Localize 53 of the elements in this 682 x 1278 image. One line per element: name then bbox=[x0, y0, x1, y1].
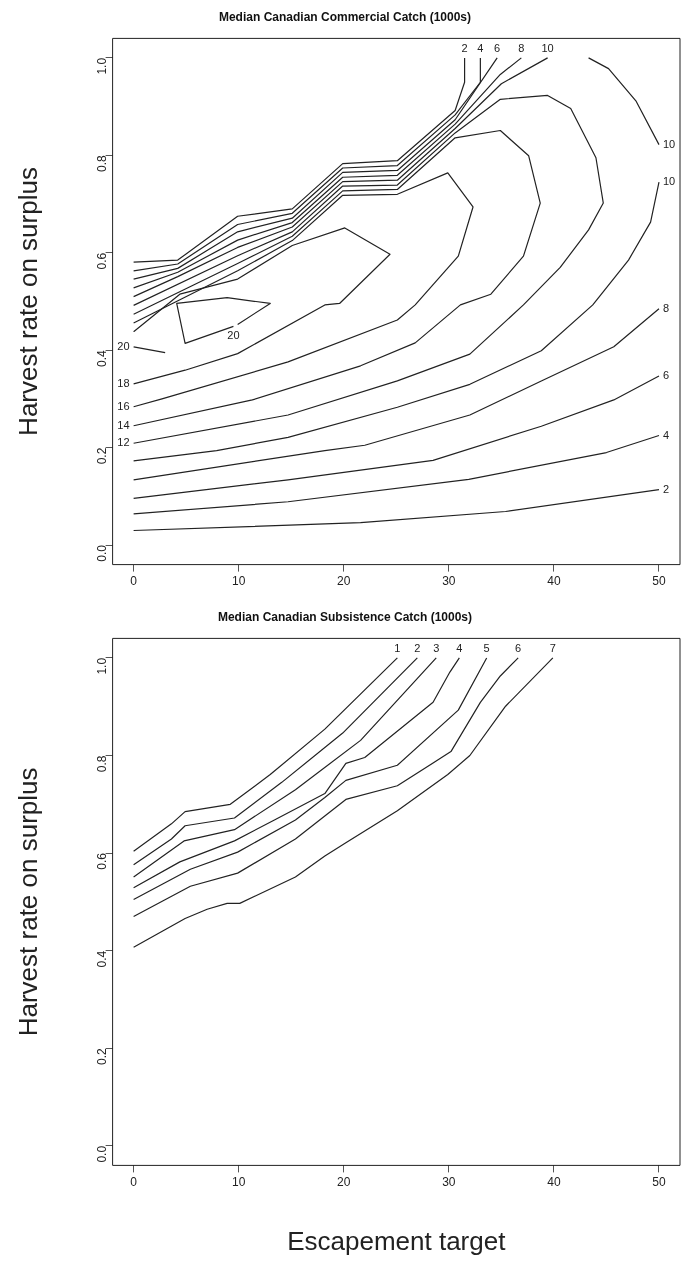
x-tick-label: 40 bbox=[547, 574, 561, 589]
series-label: 20 bbox=[117, 339, 130, 352]
x-tick-label: 50 bbox=[652, 1174, 666, 1189]
series-label: 16 bbox=[117, 399, 130, 412]
y-tick-label: 0.2 bbox=[94, 447, 109, 465]
y-tick-label: 0.0 bbox=[94, 544, 109, 562]
y-tick-label: 0.8 bbox=[94, 755, 109, 773]
y-tick-label: 0.8 bbox=[94, 155, 109, 173]
text: 6 bbox=[494, 41, 501, 54]
series-label: 8 bbox=[662, 301, 670, 314]
y-tick-label: 0.2 bbox=[94, 1047, 109, 1065]
text: 4 bbox=[477, 41, 484, 54]
x-axis-title: Escapement target bbox=[287, 1225, 507, 1256]
text: 10 bbox=[662, 175, 676, 188]
text: 2 bbox=[461, 41, 468, 54]
series-label: 4 bbox=[662, 428, 670, 441]
y-tick-label: 0.4 bbox=[94, 349, 109, 367]
chart-title: Median Canadian Subsistence Catch (1000s) bbox=[217, 609, 473, 624]
y-axis-title: Harvest rate on surplus bbox=[12, 767, 43, 1037]
x-tick-label: 0 bbox=[130, 1174, 138, 1189]
x-tick-label: 40 bbox=[547, 1174, 561, 1189]
x-tick-label: 10 bbox=[232, 574, 246, 589]
series-label: 7 bbox=[549, 641, 556, 654]
x-tick-label: 0 bbox=[130, 574, 138, 589]
series-label: 14 bbox=[117, 418, 130, 431]
series-label: 3 bbox=[433, 641, 440, 654]
series-label: 4 bbox=[456, 641, 463, 654]
x-tick-label: 20 bbox=[337, 1174, 351, 1189]
x-tick-label: 10 bbox=[232, 1174, 246, 1189]
series-label: 6 bbox=[515, 641, 522, 654]
series-label: 2 bbox=[662, 482, 670, 495]
series-label: 18 bbox=[117, 376, 130, 389]
text: 8 bbox=[518, 41, 525, 54]
series-label: 2 bbox=[414, 641, 421, 654]
text: 10 bbox=[541, 41, 554, 54]
y-tick-label: 0.6 bbox=[94, 852, 109, 870]
series-label: 1 bbox=[394, 641, 401, 654]
x-tick-label: 50 bbox=[652, 574, 666, 589]
x-tick-label: 30 bbox=[442, 574, 456, 589]
x-tick-label: 20 bbox=[337, 574, 351, 589]
y-tick-label: 0.6 bbox=[94, 252, 109, 270]
series-label: 6 bbox=[662, 369, 670, 382]
series-label: 12 bbox=[117, 436, 130, 449]
series-label: 5 bbox=[483, 641, 490, 654]
y-tick-label: 0.0 bbox=[94, 1145, 109, 1163]
x-tick-label: 30 bbox=[442, 1174, 456, 1189]
y-axis-title: Harvest rate on surplus bbox=[12, 167, 43, 436]
chart-title: Median Canadian Commercial Catch (1000s) bbox=[218, 9, 472, 24]
y-tick-label: 1.0 bbox=[94, 57, 109, 75]
y-tick-label: 0.4 bbox=[94, 950, 109, 968]
series-label: 10 bbox=[662, 137, 676, 150]
series-label: 20 bbox=[227, 329, 240, 342]
y-tick-label: 1.0 bbox=[94, 657, 109, 675]
